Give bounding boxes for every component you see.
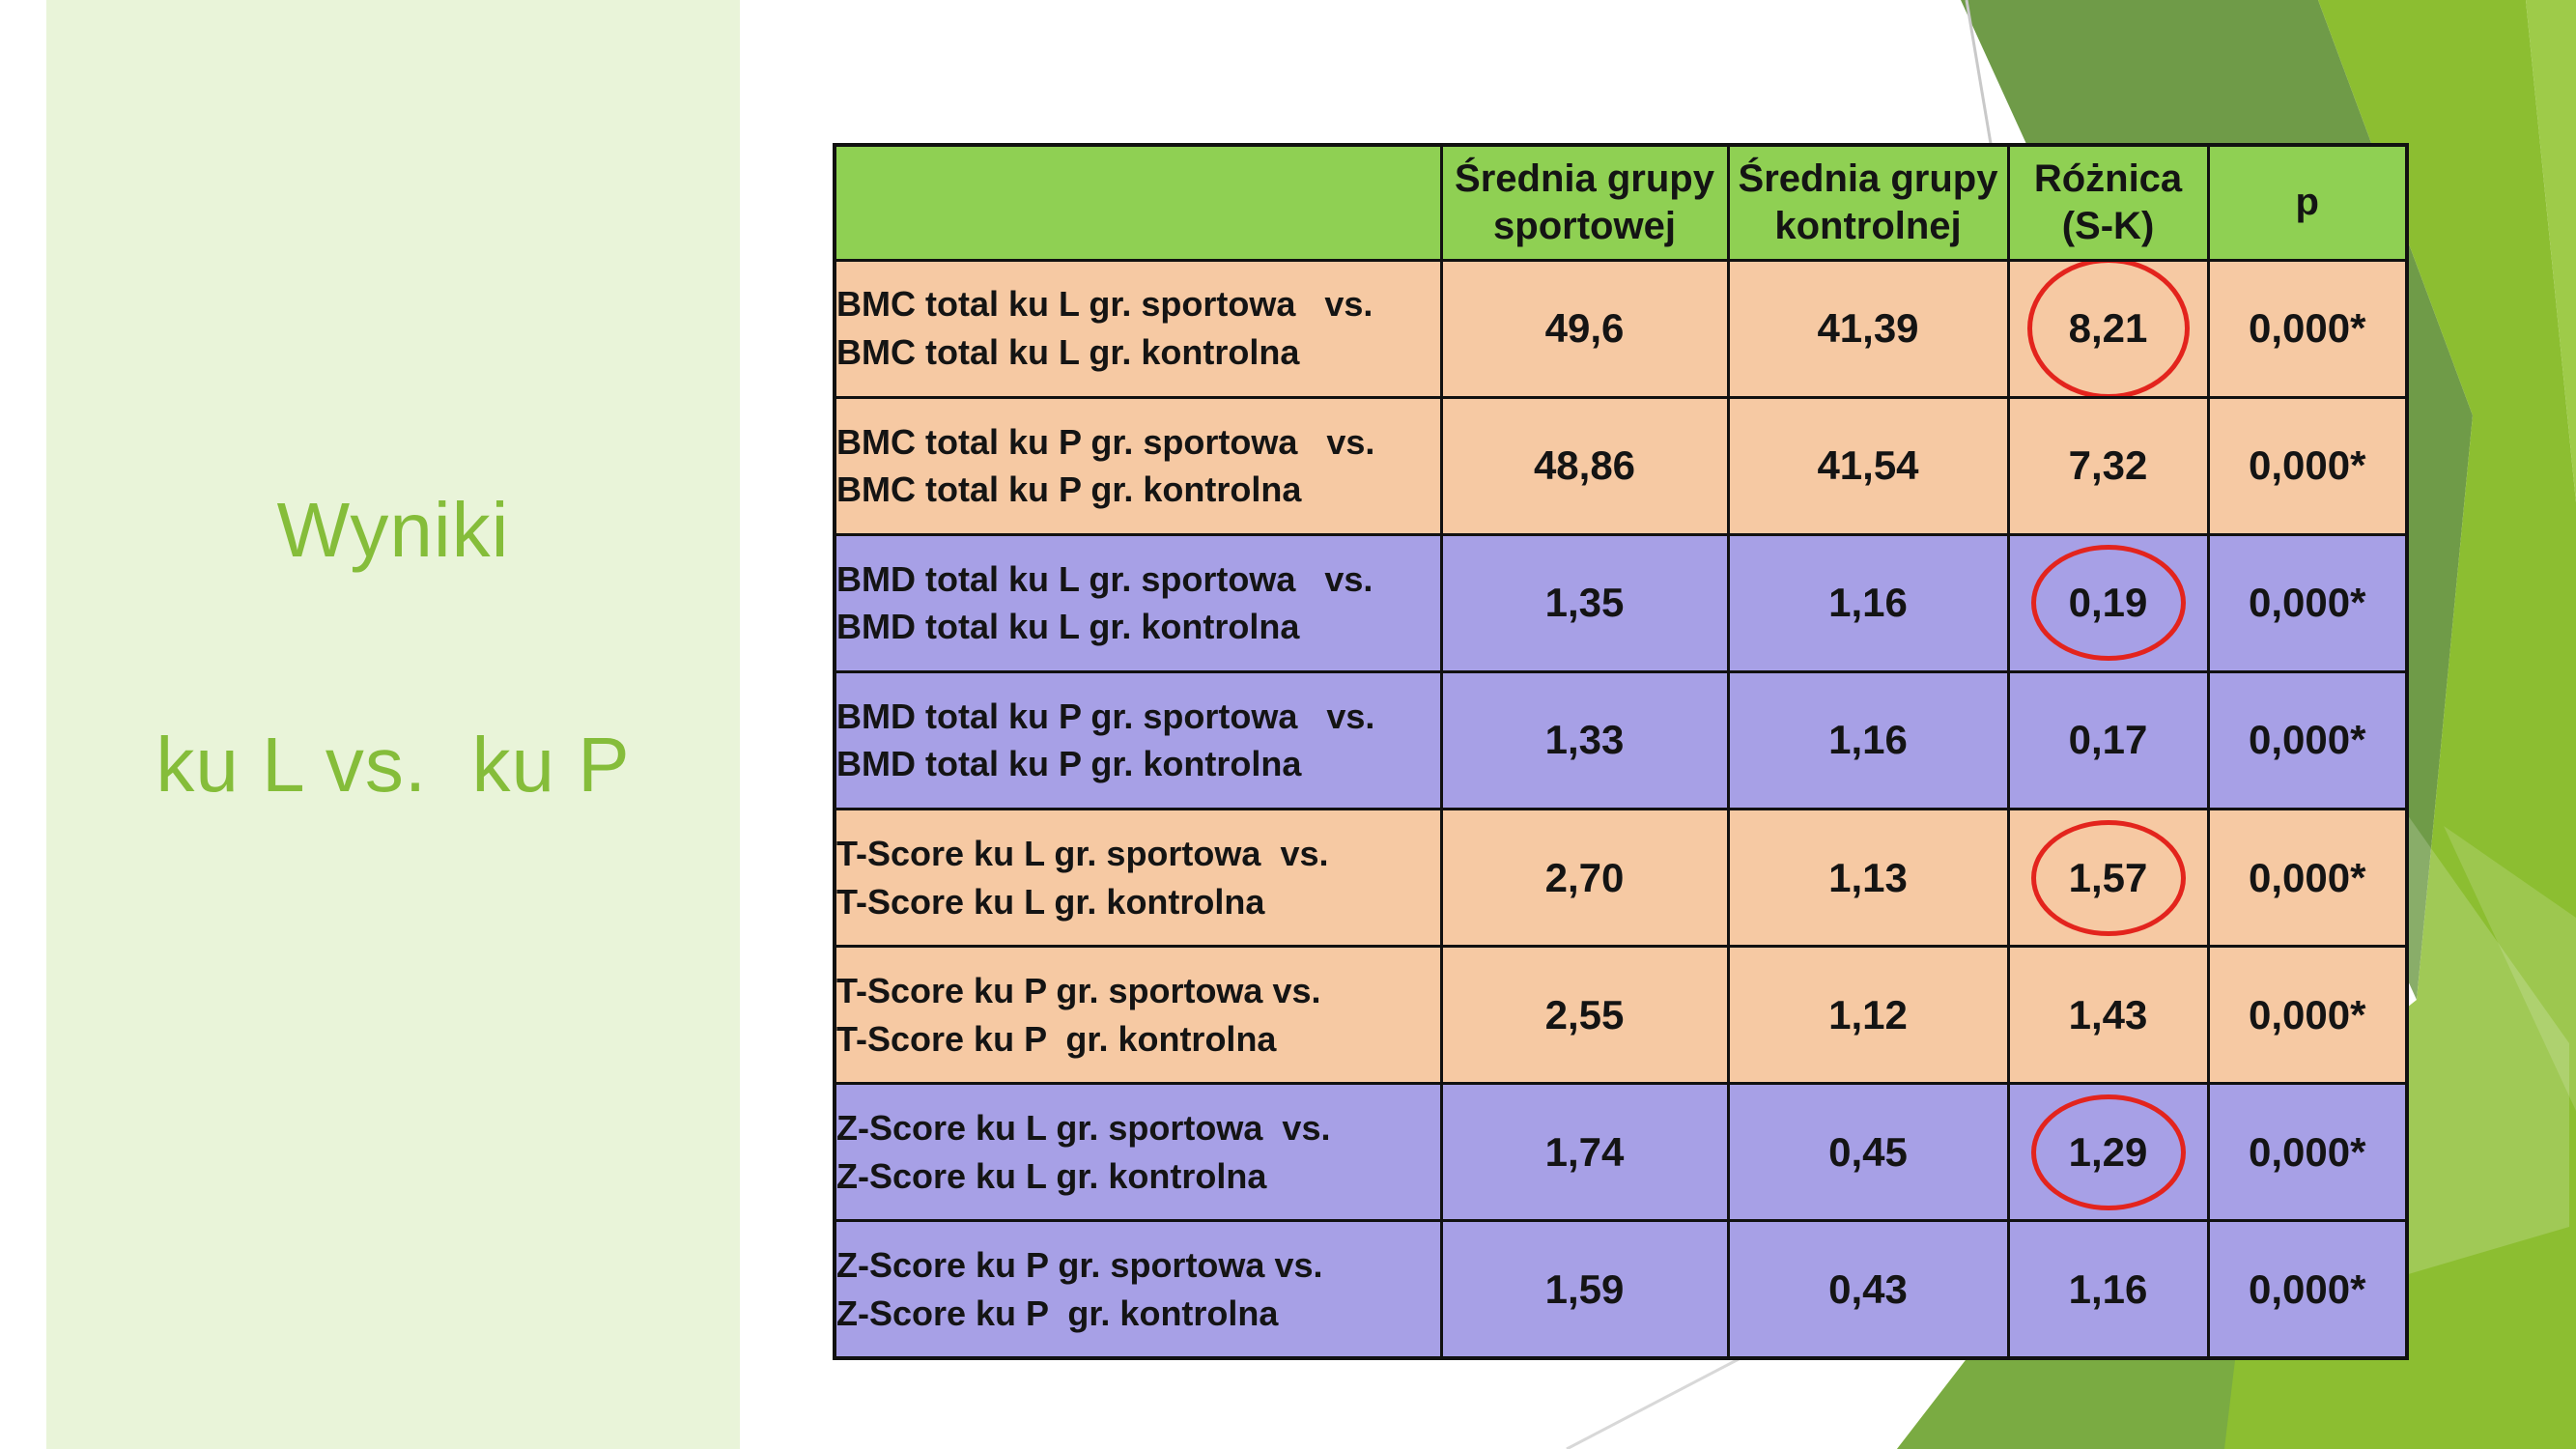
difference-cell: 8,21 [2011, 263, 2205, 395]
p-value-cell: 0,000* [2249, 854, 2366, 900]
difference-cell: 1,43 [2068, 991, 2148, 1037]
header-cell-sport-mean: Średnia grupy sportowej [1439, 143, 1730, 262]
row-label-cell: Z-Score ku P gr. sportowa vs. Z-Score ku… [833, 1219, 1443, 1360]
difference-cell: 1,29 [2011, 1087, 2205, 1218]
header-row: Średnia grupy sportowej Średnia grupy ko… [833, 143, 2409, 262]
row-label-cell: T-Score ku L gr. sportowa vs. T-Score ku… [833, 807, 1443, 949]
control-mean-cell: 41,54 [1817, 442, 1919, 489]
sport-mean-cell: 1,35 [1544, 580, 1625, 626]
decoration-facet-overlay-2 [2444, 826, 2576, 1111]
p-value-cell: 0,000* [2249, 717, 2366, 763]
highlight-ellipse [2030, 1094, 2186, 1210]
results-table: Średnia grupy sportowej Średnia grupy ko… [833, 143, 2409, 1360]
slide-subtitle: ku L vs. ku P [156, 722, 631, 808]
title-panel [46, 0, 740, 1449]
highlight-ellipse [2026, 263, 2190, 395]
table-row: T-Score ku P gr. sportowa vs. T-Score ku… [833, 945, 2409, 1086]
sport-mean-cell: 48,86 [1533, 442, 1636, 489]
p-value-cell: 0,000* [2249, 580, 2366, 626]
header-cell-p: p [2206, 143, 2409, 262]
row-label-cell: BMC total ku P gr. sportowa vs. BMC tota… [833, 395, 1443, 536]
sport-mean-cell: 2,70 [1544, 854, 1625, 900]
row-label-cell: BMD total ku P gr. sportowa vs. BMD tota… [833, 669, 1443, 811]
table-row: T-Score ku L gr. sportowa vs. T-Score ku… [833, 807, 2409, 949]
difference-cell: 0,17 [2068, 717, 2148, 763]
decoration-thin-line-bottom [1566, 1357, 1740, 1449]
sport-mean-cell: 49,6 [1544, 305, 1625, 352]
table-row: BMD total ku L gr. sportowa vs. BMD tota… [833, 532, 2409, 673]
sport-mean-cell: 2,55 [1544, 991, 1625, 1037]
slide-title: Wyniki [276, 487, 510, 573]
table-row: BMC total ku P gr. sportowa vs. BMC tota… [833, 395, 2409, 536]
decoration-light-green-strip [2526, 0, 2576, 502]
control-mean-cell: 0,43 [1828, 1265, 1908, 1312]
table-row: BMD total ku P gr. sportowa vs. BMD tota… [833, 669, 2409, 811]
decoration-medium-green-wedge [1897, 1360, 2235, 1449]
highlight-ellipse [2030, 819, 2186, 936]
header-cell-difference: Różnica (S-K) [2006, 143, 2210, 262]
p-value-cell: 0,000* [2249, 1265, 2366, 1312]
difference-cell: 1,16 [2068, 1265, 2148, 1312]
header-cell-control-mean: Średnia grupy kontrolnej [1726, 143, 2010, 262]
difference-cell: 1,57 [2011, 812, 2205, 944]
sport-mean-cell: 1,33 [1544, 717, 1625, 763]
row-label-cell: BMC total ku L gr. sportowa vs. BMC tota… [833, 258, 1443, 399]
difference-cell: 7,32 [2068, 442, 2148, 489]
control-mean-cell: 41,39 [1817, 305, 1919, 352]
row-label-cell: Z-Score ku L gr. sportowa vs. Z-Score ku… [833, 1082, 1443, 1223]
p-value-cell: 0,000* [2249, 442, 2366, 489]
p-value-cell: 0,000* [2249, 305, 2366, 352]
row-label-cell: T-Score ku P gr. sportowa vs. T-Score ku… [833, 945, 1443, 1086]
header-cell-empty [833, 143, 1443, 262]
p-value-cell: 0,000* [2249, 1128, 2366, 1175]
table-row: Z-Score ku P gr. sportowa vs. Z-Score ku… [833, 1219, 2409, 1360]
control-mean-cell: 1,12 [1828, 991, 1908, 1037]
sport-mean-cell: 1,74 [1544, 1128, 1625, 1175]
decoration-facet-overlay-1 [2405, 811, 2569, 1275]
table-row: Z-Score ku L gr. sportowa vs. Z-Score ku… [833, 1082, 2409, 1223]
table-row: BMC total ku L gr. sportowa vs. BMC tota… [833, 258, 2409, 399]
row-label-cell: BMD total ku L gr. sportowa vs. BMD tota… [833, 532, 1443, 673]
highlight-ellipse [2030, 545, 2186, 662]
control-mean-cell: 1,16 [1828, 717, 1908, 763]
sport-mean-cell: 1,59 [1544, 1265, 1625, 1312]
difference-cell: 0,19 [2011, 537, 2205, 668]
control-mean-cell: 0,45 [1828, 1128, 1908, 1175]
control-mean-cell: 1,13 [1828, 854, 1908, 900]
p-value-cell: 0,000* [2249, 991, 2366, 1037]
control-mean-cell: 1,16 [1828, 580, 1908, 626]
